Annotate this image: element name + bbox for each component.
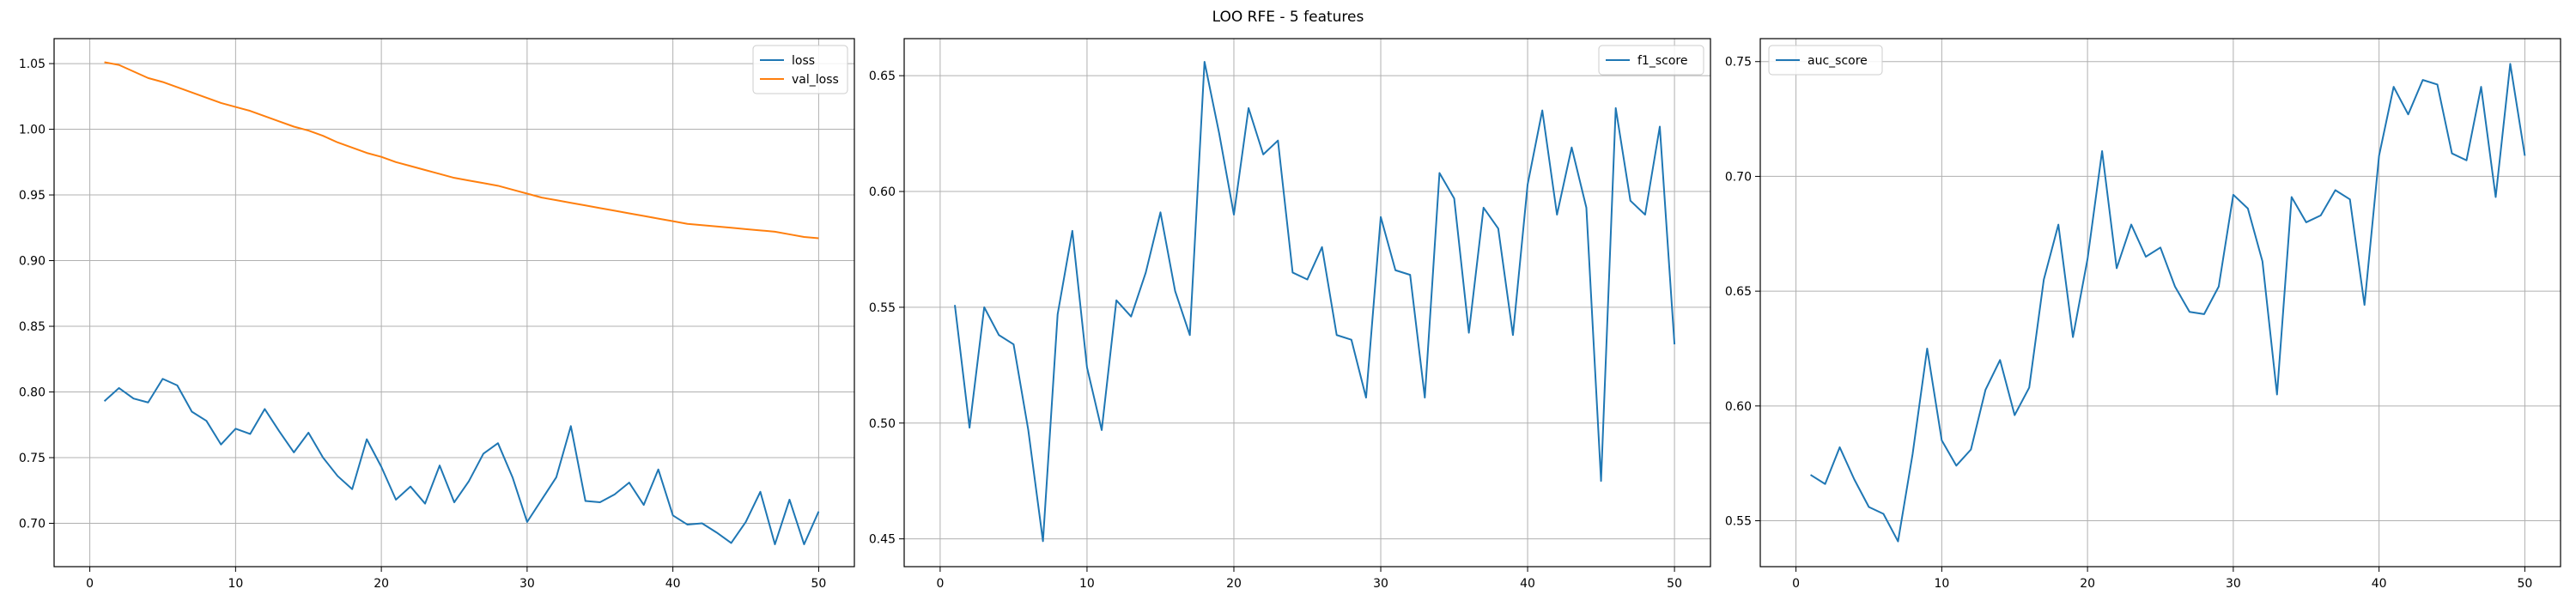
legend-label: loss (792, 54, 815, 68)
y-tick-label: 0.65 (1725, 285, 1752, 299)
y-tick-label: 0.60 (1725, 400, 1752, 414)
x-tick-label: 40 (2372, 577, 2387, 591)
legend: loss val_loss (752, 45, 848, 94)
x-tick-label: 20 (2080, 577, 2095, 591)
y-tick-label: 0.95 (19, 189, 46, 203)
legend-label: auc_score (1807, 54, 1868, 68)
x-tick-label: 10 (228, 577, 243, 591)
y-tick-label: 0.70 (19, 518, 46, 531)
legend-box (752, 45, 848, 94)
grid (1760, 39, 2561, 567)
y-tick-label: 1.05 (19, 58, 46, 71)
y-tick-label: 0.50 (869, 417, 896, 431)
legend: f1_score (1598, 45, 1704, 76)
y-tick-label: 0.45 (869, 533, 896, 547)
figure-title: LOO RFE - 5 features (1212, 9, 1364, 26)
y-tick-label: 0.80 (19, 386, 46, 400)
y-tick-label: 1.00 (19, 124, 46, 137)
x-tick-label: 10 (1079, 577, 1095, 591)
y-tick-label: 0.90 (19, 255, 46, 269)
legend-label: val_loss (792, 73, 839, 87)
x-tick-label: 50 (2517, 577, 2532, 591)
x-tick-label: 0 (936, 577, 944, 591)
axes-frame (1759, 38, 2561, 568)
series-line-auc-score (1810, 63, 2526, 543)
x-tick-label: 0 (86, 577, 94, 591)
y-tick-label: 0.75 (1725, 56, 1752, 70)
legend-label: f1_score (1637, 54, 1687, 68)
x-tick-label: 0 (1792, 577, 1800, 591)
series-line-loss (103, 378, 820, 545)
y-tick-label: 0.70 (1725, 170, 1752, 184)
y-tick-label: 0.75 (19, 452, 46, 465)
x-tick-label: 20 (374, 577, 389, 591)
legend-box (1598, 45, 1704, 76)
x-tick-label: 10 (1934, 577, 1949, 591)
series-line-val-loss (104, 61, 819, 240)
grid (904, 39, 1710, 567)
x-tick-label: 30 (1373, 577, 1388, 591)
x-tick-label: 50 (811, 577, 826, 591)
series-line-f1-score (954, 60, 1676, 543)
x-tick-label: 30 (519, 577, 535, 591)
x-tick-label: 20 (1226, 577, 1242, 591)
axes-frame (53, 38, 855, 568)
y-tick-label: 0.55 (1725, 515, 1752, 529)
y-tick-label: 0.65 (869, 70, 896, 83)
y-tick-label: 0.85 (19, 320, 46, 334)
y-tick-label: 0.60 (869, 185, 896, 199)
y-tick-label: 0.55 (869, 301, 896, 315)
x-tick-label: 50 (1667, 577, 1682, 591)
x-tick-label: 40 (665, 577, 681, 591)
x-tick-label: 40 (1520, 577, 1535, 591)
axes-frame (903, 38, 1711, 568)
x-tick-label: 30 (2226, 577, 2241, 591)
grid (54, 39, 854, 567)
legend-box (1768, 45, 1883, 76)
legend: auc_score (1768, 45, 1883, 76)
